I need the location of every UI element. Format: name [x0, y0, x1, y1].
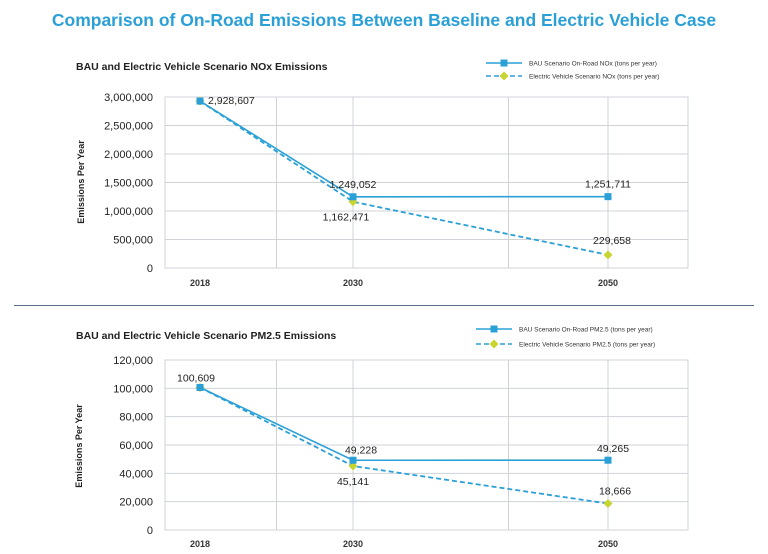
y-tick-label: 1,500,000 [104, 178, 153, 190]
data-point [348, 461, 358, 471]
x-tick-label: 2030 [343, 539, 363, 549]
y-axis-label: Emissions Per Year [76, 140, 86, 224]
series-line [199, 386, 609, 462]
y-tick-label: 120,000 [113, 355, 153, 367]
chart-title: BAU and Electric Vehicle Scenario NOx Em… [76, 61, 328, 73]
data-label: 49,265 [597, 443, 629, 455]
legend-marker [499, 71, 509, 81]
page-title: Comparison of On-Road Emissions Between … [51, 10, 717, 30]
chart-legend: BAU Scenario On-Road NOx (tons per year)… [486, 59, 659, 81]
chart-legend: BAU Scenario On-Road PM2.5 (tons per yea… [476, 325, 655, 349]
y-tick-label: 2,500,000 [104, 121, 153, 133]
data-label: 229,658 [593, 235, 631, 247]
plot-area: 0 500,000 1,000,000 1,500,000 2,000,000 2,500… [104, 92, 689, 288]
x-tick-label: 2018 [190, 278, 210, 288]
y-tick-label: 0 [147, 525, 153, 537]
y-axis-label: Emissions Per Year [74, 404, 84, 488]
x-tick-label: 2050 [598, 539, 618, 549]
legend-marker [500, 59, 508, 67]
section-divider [14, 305, 754, 306]
data-point [604, 456, 612, 464]
series-line [199, 100, 609, 256]
x-tick-label: 2050 [598, 278, 618, 288]
y-tick-label: 80,000 [119, 412, 153, 424]
data-point [349, 193, 357, 201]
y-tick-label: 0 [147, 263, 153, 275]
data-label: 100,609 [177, 372, 215, 384]
y-tick-label: 60,000 [119, 440, 153, 452]
y-tick-label: 100,000 [113, 383, 153, 395]
data-point [196, 383, 204, 391]
legend-label: BAU Scenario On-Road PM2.5 (tons per yea… [519, 327, 653, 334]
plot-area: 0 20,000 40,000 60,000 80,000 100,000 120,000 2… [113, 355, 689, 549]
nox-emissions-chart: BAU and Electric Vehicle Scenario NOx Em… [76, 59, 689, 288]
legend-label: Electric Vehicle Scenario NOx (tons per … [529, 74, 659, 81]
legend-marker [490, 325, 498, 333]
data-label: 2,928,607 [208, 95, 255, 107]
y-tick-label: 40,000 [119, 468, 153, 480]
y-tick-label: 20,000 [119, 497, 153, 509]
data-label: 49,228 [345, 444, 377, 456]
data-point [196, 97, 204, 105]
data-label: 45,141 [337, 476, 369, 488]
legend-label: Electric Vehicle Scenario PM2.5 (tons pe… [519, 342, 655, 349]
data-label: 18,666 [599, 486, 631, 498]
legend-label: BAU Scenario On-Road NOx (tons per year) [529, 61, 657, 68]
data-point [349, 456, 357, 464]
pm25-emissions-chart: BAU and Electric Vehicle Scenario PM2.5 … [74, 325, 689, 549]
x-tick-label: 2018 [190, 539, 210, 549]
chart-title: BAU and Electric Vehicle Scenario PM2.5 … [76, 330, 336, 342]
y-tick-label: 1,000,000 [104, 206, 153, 218]
data-point [603, 250, 613, 260]
data-point [603, 499, 613, 509]
y-tick-label: 500,000 [113, 235, 153, 247]
data-point [604, 193, 612, 201]
x-tick-label: 2030 [343, 278, 363, 288]
series-line [199, 386, 609, 505]
y-tick-label: 2,000,000 [104, 149, 153, 161]
data-label: 1,251,711 [585, 179, 631, 191]
legend-marker [489, 339, 499, 349]
data-label: 1,249,052 [330, 179, 377, 191]
y-tick-label: 3,000,000 [104, 92, 153, 104]
data-label: 1,162,471 [323, 212, 370, 224]
